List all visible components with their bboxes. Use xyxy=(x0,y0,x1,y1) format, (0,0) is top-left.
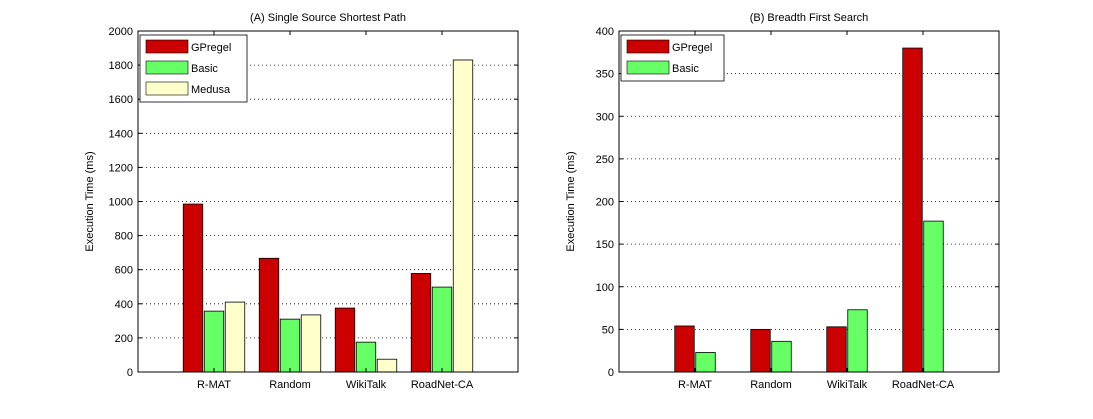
y-tick-label: 100 xyxy=(596,282,614,294)
y-tick-label: 1000 xyxy=(109,197,133,209)
bar-basic-random xyxy=(771,340,792,373)
y-tick-label: 250 xyxy=(596,154,614,166)
y-tick-label: 800 xyxy=(115,231,133,243)
y-tick-label: 2000 xyxy=(109,26,133,38)
bar-gpregel-wikitalk xyxy=(334,307,356,373)
y-axis-label: Execution Time (ms) xyxy=(565,151,577,251)
legend-label-medusa: Medusa xyxy=(191,84,231,96)
bar-medusa-r-mat xyxy=(224,301,246,373)
bar-gpregel-wikitalk xyxy=(826,326,847,373)
x-tick-label: R-MAT xyxy=(197,379,231,391)
axes-frame xyxy=(618,30,1000,373)
x-tick-label: RoadNet-CA xyxy=(892,379,955,391)
x-tick-label: WikiTalk xyxy=(346,379,387,391)
bar-basic-wikitalk xyxy=(847,309,868,373)
legend-swatch-gpregel xyxy=(626,39,670,54)
x-tick-label: RoadNet-CA xyxy=(411,379,474,391)
legend-swatch-basic xyxy=(145,60,189,75)
bar-gpregel-random xyxy=(258,257,280,373)
y-tick-label: 1600 xyxy=(109,94,133,106)
legend-label-basic: Basic xyxy=(191,63,218,75)
bar-medusa-random xyxy=(300,314,322,373)
bar-gpregel-roadnet-ca xyxy=(410,273,432,373)
x-tick-label: Random xyxy=(269,379,311,391)
bar-basic-random xyxy=(279,318,301,373)
y-tick-label: 600 xyxy=(115,265,133,277)
legend-swatch-gpregel xyxy=(145,39,189,54)
bar-basic-roadnet-ca xyxy=(431,286,453,373)
chart-sssp: 0 200 400 600 800 1000 1200 1400 1600 1800 2000 R-M… xyxy=(84,12,519,391)
y-tick-label: 150 xyxy=(596,239,614,251)
bar-basic-roadnet-ca xyxy=(923,220,944,373)
bar-basic-r-mat xyxy=(203,310,225,373)
bar-gpregel-roadnet-ca xyxy=(902,47,923,373)
y-tick-label: 400 xyxy=(115,299,133,311)
legend-label-basic: Basic xyxy=(672,63,699,75)
legend-swatch-medusa xyxy=(145,81,189,96)
y-tick-label: 0 xyxy=(608,367,614,379)
legend-label-gpregel: GPregel xyxy=(672,42,712,54)
bar-medusa-wikitalk xyxy=(376,358,398,373)
bar-medusa-roadnet-ca xyxy=(452,59,474,373)
bar-gpregel-r-mat xyxy=(674,325,695,373)
x-tick-label: WikiTalk xyxy=(827,379,868,391)
y-tick-label: 1400 xyxy=(109,128,133,140)
chart-title: (A) Single Source Shortest Path xyxy=(250,12,406,24)
axes-frame xyxy=(137,30,519,373)
legend-swatch-basic xyxy=(626,60,670,75)
x-tick-label: R-MAT xyxy=(678,379,712,391)
y-tick-label: 200 xyxy=(115,333,133,345)
y-tick-label: 200 xyxy=(596,197,614,209)
bar-gpregel-r-mat xyxy=(182,203,204,373)
bar-basic-r-mat xyxy=(695,351,716,373)
y-tick-label: 300 xyxy=(596,111,614,123)
bar-basic-wikitalk xyxy=(355,341,377,373)
y-tick-label: 400 xyxy=(596,26,614,38)
x-tick-label: Random xyxy=(750,379,792,391)
bar-gpregel-random xyxy=(750,328,771,373)
chart-title: (B) Breadth First Search xyxy=(750,12,869,24)
y-tick-label: 1800 xyxy=(109,60,133,72)
y-tick-label: 350 xyxy=(596,69,614,81)
legend-label-gpregel: GPregel xyxy=(191,42,231,54)
y-tick-label: 50 xyxy=(602,324,614,336)
chart-bfs: 0 50 100 150 200 250 300 350 400 R-MAT Random WikiT… xyxy=(565,12,1000,391)
y-tick-label: 1200 xyxy=(109,162,133,174)
y-tick-label: 0 xyxy=(127,367,133,379)
y-axis-label: Execution Time (ms) xyxy=(84,151,96,251)
